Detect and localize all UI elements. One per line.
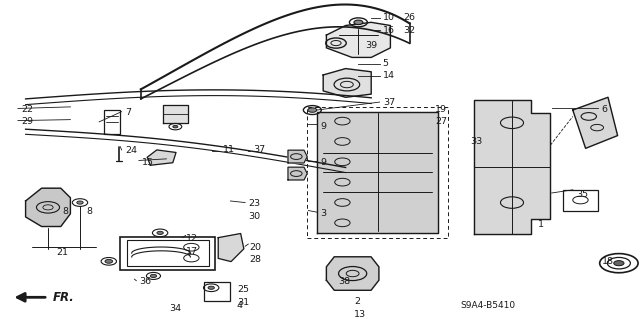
Bar (104, 110, 120, 134)
Circle shape (150, 274, 157, 278)
Polygon shape (323, 69, 371, 97)
Text: 14: 14 (383, 71, 395, 80)
Text: 26: 26 (403, 13, 415, 22)
Polygon shape (288, 150, 307, 163)
Text: 32: 32 (403, 26, 415, 35)
Circle shape (354, 20, 363, 25)
Text: 38: 38 (338, 277, 350, 286)
Text: 7: 7 (125, 108, 131, 117)
Text: 19: 19 (435, 105, 447, 114)
Text: 15: 15 (142, 158, 154, 167)
Text: 8: 8 (63, 207, 68, 216)
Text: 3: 3 (320, 209, 326, 218)
Text: 37: 37 (383, 98, 395, 107)
Text: 23: 23 (248, 199, 260, 208)
Circle shape (157, 231, 163, 234)
Text: 37: 37 (253, 145, 265, 154)
Text: 17: 17 (186, 247, 198, 256)
Text: 12: 12 (186, 234, 198, 243)
Polygon shape (573, 97, 618, 148)
Bar (120, 237, 215, 270)
Text: 11: 11 (223, 145, 235, 154)
Polygon shape (218, 234, 244, 262)
Text: 25: 25 (237, 285, 249, 294)
Text: 27: 27 (435, 117, 447, 126)
Text: 35: 35 (576, 190, 588, 199)
Circle shape (77, 201, 83, 204)
Polygon shape (288, 167, 307, 180)
Circle shape (308, 108, 317, 112)
Text: 2: 2 (354, 297, 360, 306)
Polygon shape (163, 105, 188, 123)
Text: 33: 33 (470, 137, 483, 146)
Text: 16: 16 (383, 26, 395, 35)
Polygon shape (26, 188, 70, 226)
Text: 20: 20 (250, 243, 262, 252)
Text: 18: 18 (602, 257, 614, 266)
Text: 4: 4 (237, 301, 243, 310)
Text: 31: 31 (237, 298, 249, 307)
Text: 28: 28 (250, 256, 262, 264)
Circle shape (208, 286, 214, 289)
Text: S9A4-B5410: S9A4-B5410 (461, 301, 516, 310)
Text: 39: 39 (365, 41, 378, 50)
Polygon shape (317, 112, 438, 233)
Text: 9: 9 (320, 122, 326, 130)
Text: 10: 10 (383, 13, 395, 22)
Circle shape (105, 259, 113, 263)
Text: 24: 24 (125, 146, 137, 155)
Text: FR.: FR. (52, 291, 74, 304)
Text: 13: 13 (354, 310, 366, 319)
Text: 6: 6 (602, 105, 607, 114)
Polygon shape (326, 257, 379, 290)
Bar (563, 190, 598, 211)
Text: 34: 34 (170, 304, 182, 313)
Text: 1: 1 (538, 220, 543, 229)
Text: 21: 21 (57, 248, 68, 256)
Text: 22: 22 (21, 105, 33, 114)
Text: 9: 9 (320, 158, 326, 167)
Circle shape (173, 125, 178, 128)
Text: 29: 29 (21, 117, 33, 126)
Text: 8: 8 (86, 207, 92, 216)
Polygon shape (474, 100, 550, 234)
Text: 5: 5 (383, 59, 388, 68)
Text: 30: 30 (248, 212, 260, 221)
Circle shape (614, 261, 624, 266)
Bar (204, 282, 230, 301)
Polygon shape (326, 22, 390, 57)
Bar (307, 107, 448, 238)
Polygon shape (147, 150, 176, 165)
Text: 36: 36 (140, 277, 152, 286)
Bar (127, 240, 209, 266)
